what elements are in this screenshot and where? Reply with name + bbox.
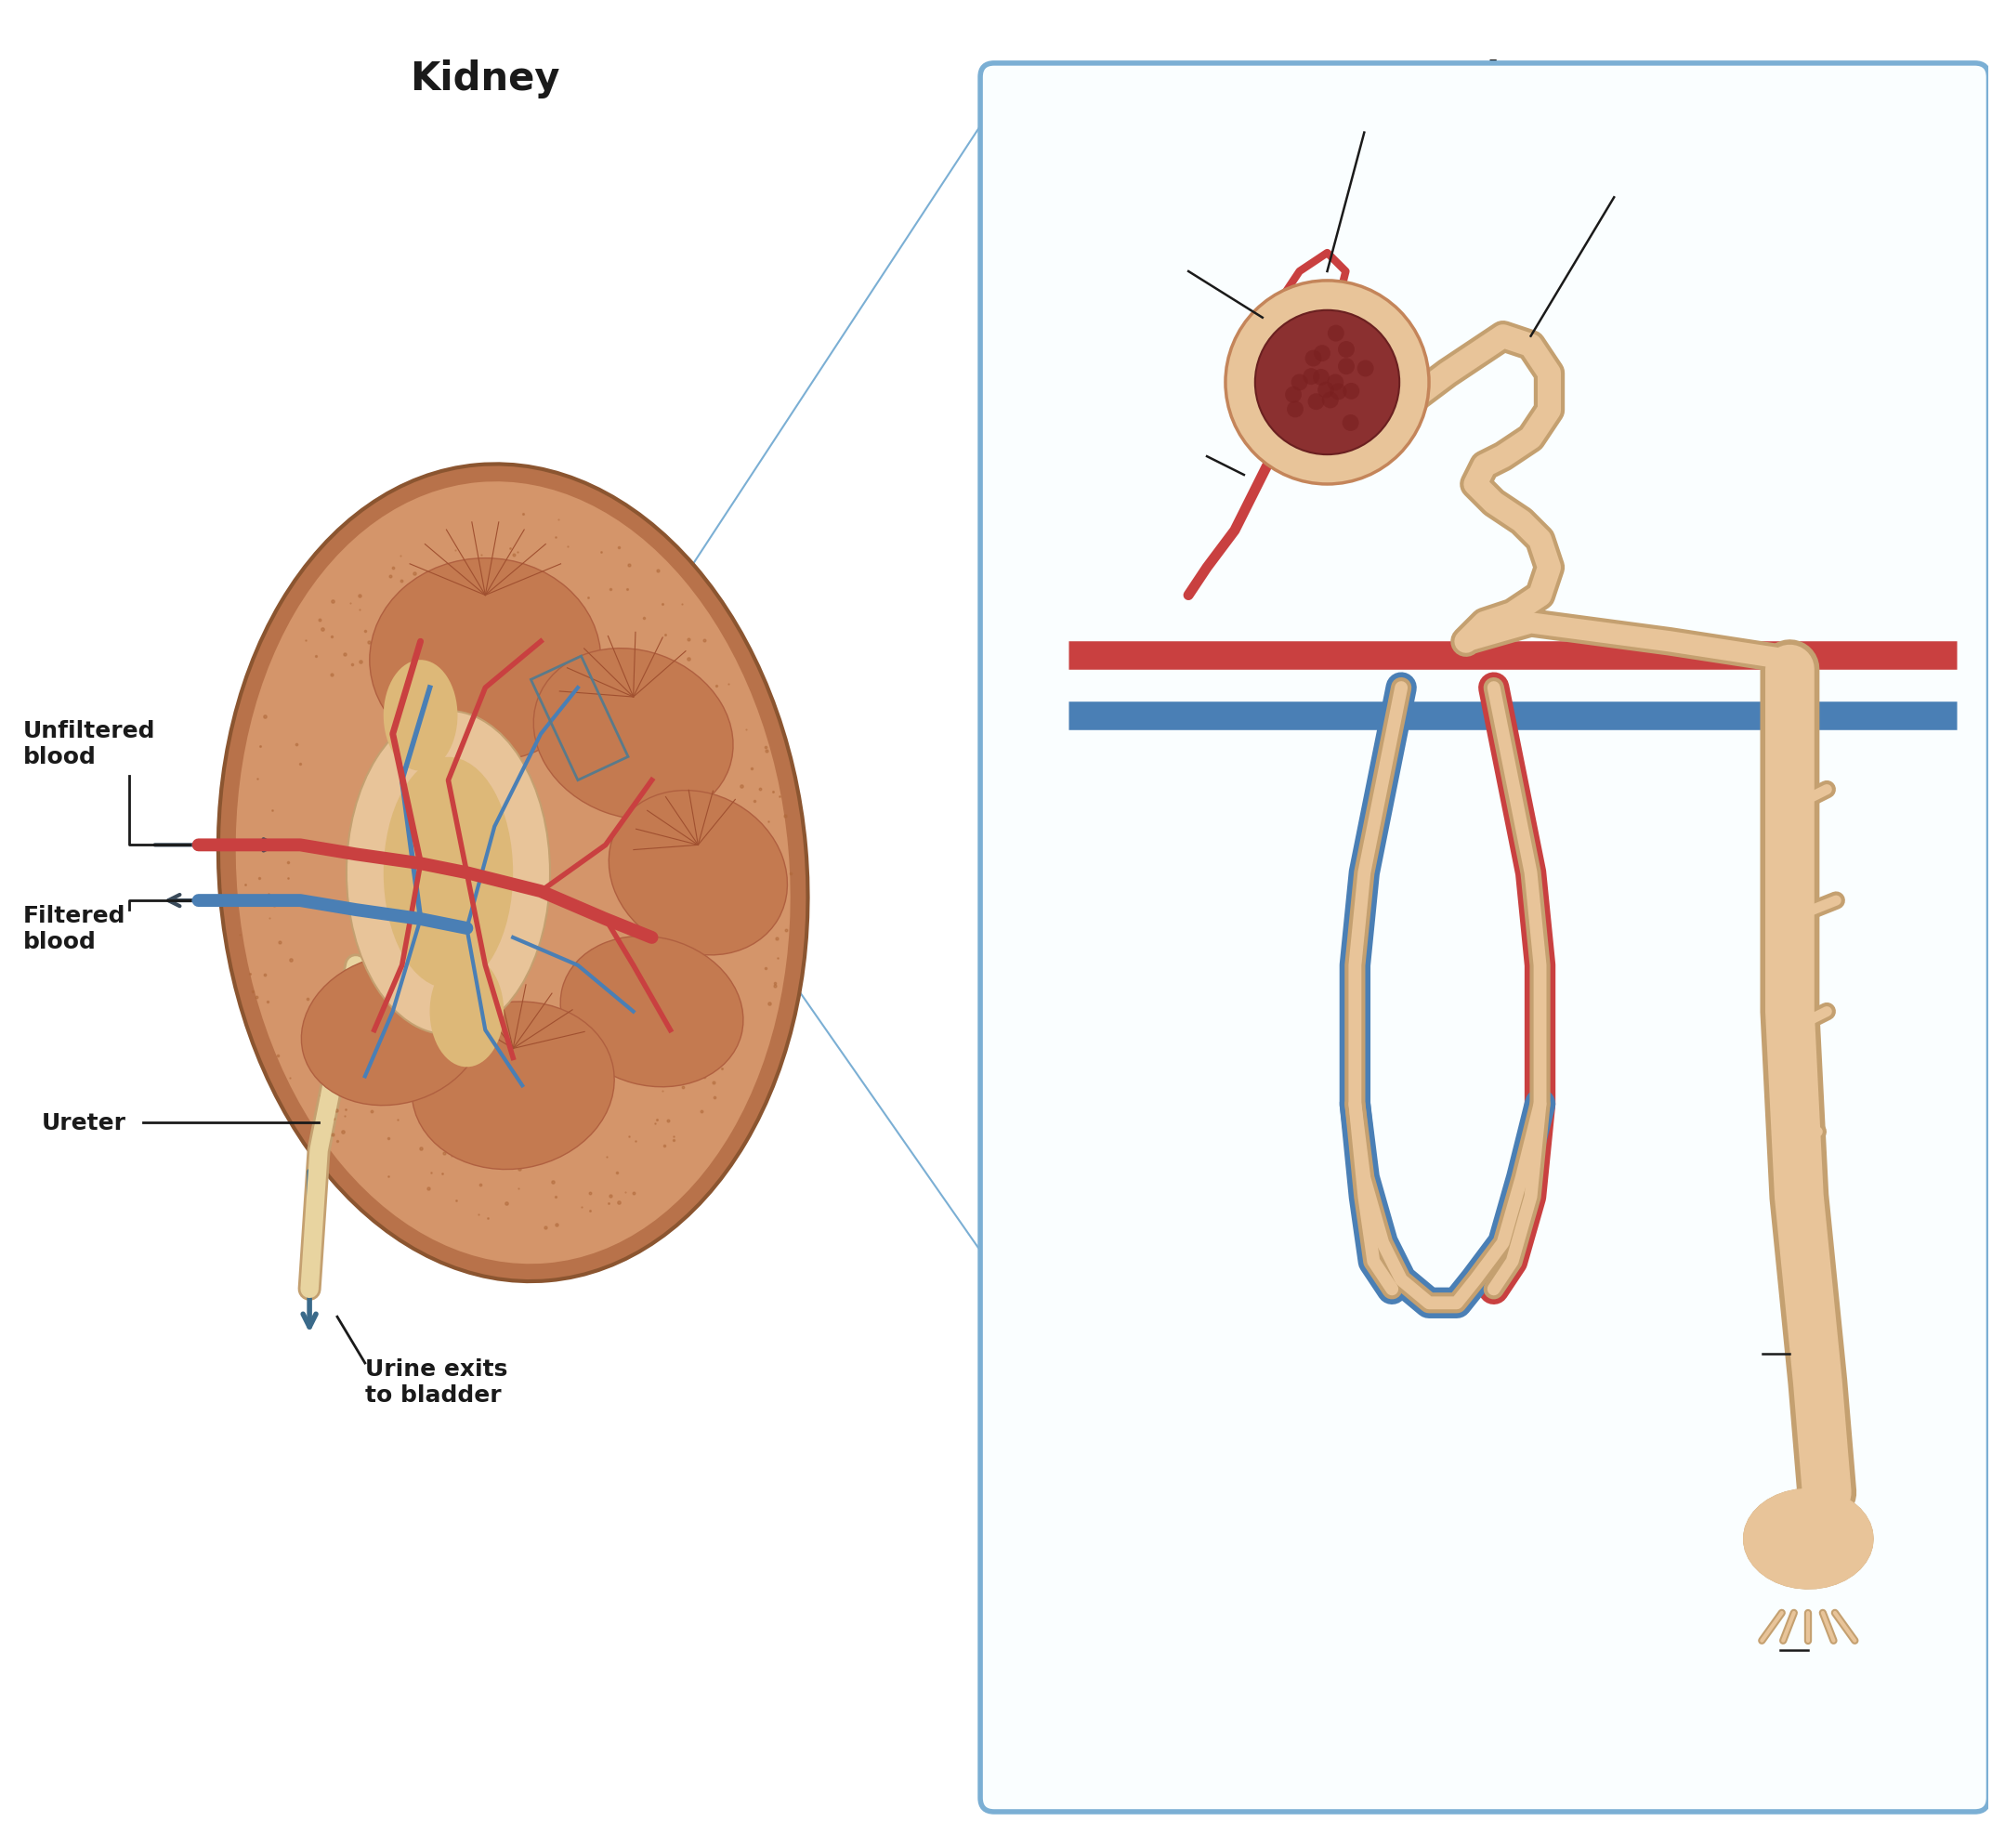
Ellipse shape [610,791,787,955]
Text: Unfiltered
blood: Unfiltered blood [22,719,155,767]
Text: Ureter: Ureter [42,1112,125,1135]
Circle shape [1315,346,1331,362]
Circle shape [1339,359,1355,375]
FancyBboxPatch shape [980,65,1988,1811]
Ellipse shape [384,660,458,771]
Ellipse shape [560,937,743,1087]
Circle shape [1255,310,1400,455]
Text: Filtered
blood: Filtered blood [1050,229,1151,277]
Circle shape [1327,325,1345,342]
Circle shape [1357,360,1374,377]
Circle shape [1313,370,1329,386]
Circle shape [1291,375,1309,392]
Circle shape [1323,392,1339,408]
Circle shape [1339,342,1355,359]
Circle shape [1225,281,1428,484]
Circle shape [1287,401,1303,418]
Text: Urine exits
to bladder: Urine exits to bladder [365,1358,508,1406]
Text: Unfiltered
blood: Unfiltered blood [1040,414,1173,462]
Text: Tubule: Tubule [1649,166,1745,192]
Ellipse shape [534,649,733,821]
Ellipse shape [219,464,809,1283]
Ellipse shape [347,711,550,1035]
Circle shape [1343,416,1359,432]
Text: Nephron: Nephron [1400,59,1588,98]
Circle shape [1343,383,1361,399]
Text: Glomerulus: Glomerulus [1337,92,1502,118]
Ellipse shape [430,957,504,1068]
Circle shape [1309,394,1325,410]
Polygon shape [1743,1489,1872,1589]
Bar [532,656,627,780]
Ellipse shape [412,1002,614,1170]
Text: Collecting duct: Collecting duct [1530,1343,1729,1366]
Text: Filtered
blood: Filtered blood [22,904,125,954]
Circle shape [1331,384,1347,401]
Text: Urine exits duct: Urine exits duct [1530,1639,1739,1661]
Circle shape [1317,383,1335,399]
Ellipse shape [371,558,602,761]
Ellipse shape [301,955,484,1105]
Ellipse shape [235,480,791,1266]
Circle shape [1327,375,1345,392]
Ellipse shape [384,758,514,989]
Circle shape [1305,351,1321,368]
Polygon shape [1743,1489,1872,1589]
Circle shape [1303,370,1319,386]
Circle shape [1285,386,1301,403]
Text: Kidney: Kidney [410,59,560,98]
